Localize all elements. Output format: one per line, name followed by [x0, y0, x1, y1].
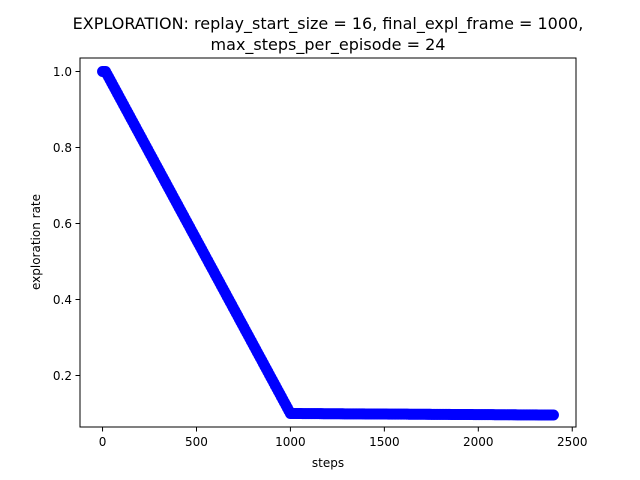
x-tick-label: 1000 — [275, 435, 306, 449]
y-tick-label: 0.6 — [53, 217, 72, 231]
chart-title-line-1: EXPLORATION: replay_start_size = 16, fin… — [73, 14, 584, 34]
y-tick-label: 0.2 — [53, 369, 72, 383]
y-axis-label: exploration rate — [29, 194, 43, 290]
chart-title-line-2: max_steps_per_episode = 24 — [211, 35, 446, 55]
y-axis-ticks: 0.2 0.4 0.6 0.8 1.0 — [53, 65, 80, 383]
y-tick-label: 0.4 — [53, 293, 72, 307]
y-tick-label: 1.0 — [53, 65, 72, 79]
x-tick-label: 0 — [99, 435, 107, 449]
data-points — [97, 65, 559, 421]
x-axis-ticks: 0 500 1000 1500 2000 2500 — [99, 427, 588, 449]
x-tick-label: 2500 — [557, 435, 588, 449]
x-tick-label: 500 — [185, 435, 208, 449]
plot-frame — [79, 57, 577, 428]
x-axis-label: steps — [312, 456, 344, 470]
y-tick-label: 0.8 — [53, 141, 72, 155]
x-tick-label: 2000 — [463, 435, 494, 449]
data-point — [547, 409, 559, 421]
x-tick-label: 1500 — [369, 435, 400, 449]
